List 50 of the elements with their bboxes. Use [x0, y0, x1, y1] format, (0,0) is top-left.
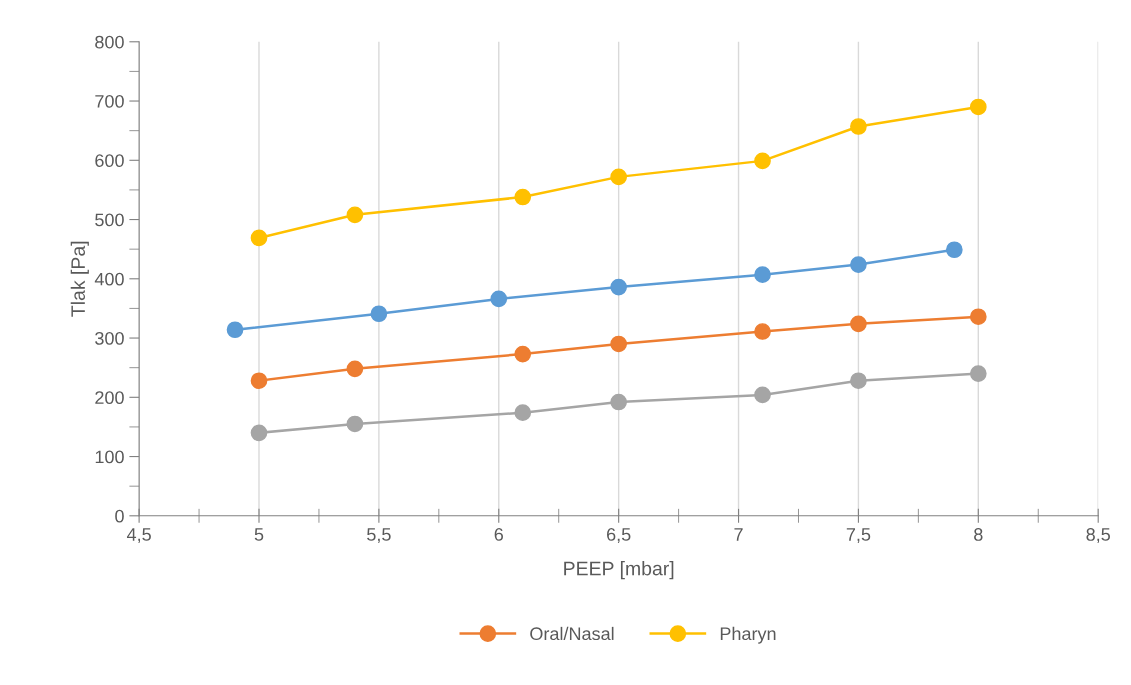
legend-label: Pharyn: [720, 626, 776, 644]
x-tick-label: 4,5: [126, 528, 151, 544]
point: [754, 152, 771, 170]
point: [226, 321, 244, 339]
y-tick-label: 0: [115, 509, 124, 523]
point: [969, 98, 987, 116]
x-tick-label: 5: [254, 528, 264, 541]
point: [850, 256, 867, 273]
point: [850, 315, 867, 333]
point: [250, 424, 268, 442]
point: [514, 188, 532, 206]
y-tick-label: 500: [95, 213, 124, 227]
x-tick-label: 6: [494, 528, 503, 541]
x-tick-label: 8: [974, 528, 983, 541]
point: [610, 168, 627, 186]
point: [850, 372, 867, 390]
point: [490, 290, 508, 308]
x-tick-label: 7: [734, 528, 743, 541]
y-tick-label: 300: [95, 331, 124, 345]
point: [250, 372, 268, 390]
y-tick-label: 700: [95, 94, 124, 108]
x-tick-label: 6,5: [607, 528, 631, 544]
y-tick-label: 200: [95, 391, 124, 405]
y-tick-label: 400: [94, 272, 124, 286]
point: [754, 266, 771, 283]
x-axis-title: PEEP [mbar]: [564, 561, 674, 580]
point: [754, 386, 771, 404]
point: [946, 241, 963, 259]
point: [850, 118, 867, 135]
point: [969, 308, 987, 326]
point: [346, 415, 364, 433]
point: [250, 229, 268, 247]
x-tick-label: 8,5: [1086, 528, 1110, 544]
y-tick-label: 100: [95, 450, 124, 464]
point: [514, 404, 532, 422]
point: [754, 323, 771, 340]
point: [514, 345, 532, 363]
legend-label: Oral/Nasal: [530, 626, 614, 641]
x-tick-label: 7,5: [846, 528, 871, 544]
x-tick-label: 5,5: [367, 528, 391, 544]
point: [346, 206, 364, 224]
y-tick-label: 800: [95, 35, 124, 49]
point: [370, 305, 388, 323]
point: [610, 278, 627, 296]
point: [610, 335, 627, 353]
y-tick-label: 600: [95, 154, 124, 168]
point: [346, 360, 364, 378]
point: [969, 365, 987, 382]
point: [610, 393, 627, 411]
y-axis-title: Tlak [Pa]: [70, 241, 89, 317]
